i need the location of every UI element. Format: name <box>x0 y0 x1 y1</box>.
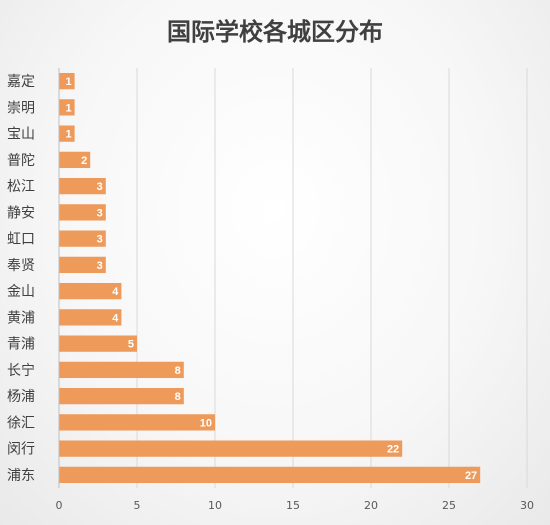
x-tick-label: 25 <box>442 499 456 512</box>
bar <box>59 72 75 90</box>
data-label: 8 <box>175 365 181 377</box>
x-tick-label: 15 <box>286 499 300 512</box>
data-label: 1 <box>65 76 71 88</box>
category-label: 嘉定 <box>7 74 35 90</box>
x-tick-label: 20 <box>364 499 378 512</box>
category-label: 长宁 <box>7 362 35 379</box>
x-tick-label: 10 <box>208 499 222 512</box>
bar <box>59 440 403 457</box>
data-label: 5 <box>128 339 134 351</box>
data-label: 4 <box>112 312 119 324</box>
x-tick-label: 30 <box>520 499 534 512</box>
bar <box>59 387 184 405</box>
bar <box>59 361 184 379</box>
category-label: 虹口 <box>7 232 35 248</box>
category-label: 普陀 <box>7 153 35 169</box>
bar <box>59 309 122 326</box>
category-label: 浦东 <box>7 468 35 484</box>
data-label: 3 <box>97 234 103 246</box>
category-label: 闵行 <box>7 442 35 458</box>
bar <box>59 99 75 116</box>
data-label: 27 <box>465 470 477 482</box>
bar <box>59 230 106 247</box>
x-tick-label: 0 <box>56 499 63 512</box>
bar <box>59 466 481 484</box>
bar <box>59 151 91 169</box>
category-label: 静安 <box>7 205 35 221</box>
bar <box>59 335 137 352</box>
data-label: 4 <box>112 286 119 298</box>
data-label: 1 <box>65 102 71 114</box>
x-tick-label: 5 <box>134 499 141 512</box>
data-label: 22 <box>387 444 399 456</box>
category-label: 松江 <box>7 179 35 195</box>
data-label: 2 <box>81 155 87 167</box>
category-label: 金山 <box>7 284 35 300</box>
bar <box>59 204 106 221</box>
category-label: 黄浦 <box>7 309 35 326</box>
category-label: 宝山 <box>7 127 35 143</box>
data-label: 3 <box>97 181 103 193</box>
category-label: 奉贤 <box>7 258 35 274</box>
data-label: 3 <box>97 207 103 219</box>
category-label: 青浦 <box>7 337 35 353</box>
bar <box>59 256 106 274</box>
bar <box>59 282 122 300</box>
data-label: 1 <box>65 129 71 141</box>
category-label: 徐汇 <box>7 415 35 431</box>
bar <box>59 414 215 431</box>
chart-title: 国际学校各城区分布 <box>167 18 383 46</box>
bar <box>59 125 75 142</box>
category-label: 崇明 <box>7 100 35 116</box>
bar <box>59 177 106 195</box>
category-label: 杨浦 <box>7 389 35 405</box>
data-label: 10 <box>200 417 212 429</box>
data-label: 8 <box>175 391 181 403</box>
data-label: 3 <box>97 260 103 272</box>
